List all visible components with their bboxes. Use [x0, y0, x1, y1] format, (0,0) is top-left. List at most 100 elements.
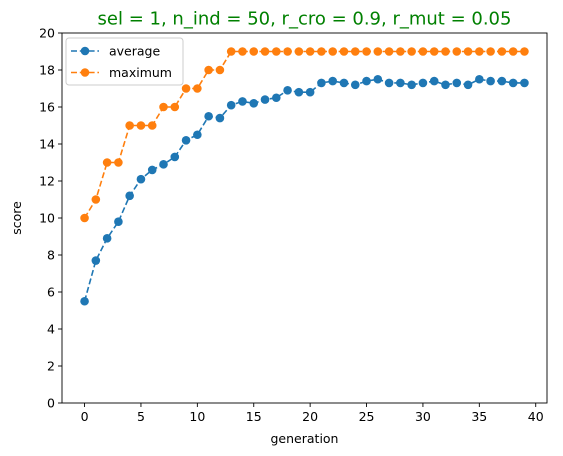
data-point-average [226, 100, 236, 110]
data-point-average [339, 78, 349, 88]
data-point-average [452, 78, 462, 88]
x-tick-label: 0 [81, 409, 89, 424]
data-point-average [260, 95, 270, 104]
data-point-maximum [497, 47, 507, 56]
y-tick-label: 2 [47, 359, 55, 374]
data-point-maximum [339, 47, 349, 56]
legend-box [65, 37, 184, 86]
data-point-average [136, 174, 146, 184]
y-tick-label: 18 [39, 63, 55, 78]
y-tick-label: 20 [39, 26, 55, 41]
x-tick-label: 15 [246, 409, 262, 424]
legend: average maximum [65, 37, 184, 86]
data-point-maximum [204, 65, 213, 75]
data-point-average [238, 97, 247, 106]
data-point-average [170, 152, 180, 162]
data-point-maximum [418, 47, 428, 56]
y-tick-label: 12 [39, 174, 55, 189]
data-point-maximum [475, 47, 484, 56]
data-point-maximum [226, 47, 236, 56]
data-point-maximum [215, 65, 225, 75]
data-point-maximum [362, 47, 371, 56]
x-tick-label: 40 [528, 409, 544, 424]
data-point-maximum [102, 158, 112, 167]
y-tick-label: 16 [39, 100, 55, 115]
data-point-maximum [260, 47, 270, 56]
data-point-average [429, 76, 439, 86]
data-point-maximum [114, 158, 123, 167]
data-point-average [249, 99, 259, 108]
data-point-average [204, 111, 213, 121]
data-point-maximum [407, 47, 416, 56]
data-point-maximum [272, 47, 281, 56]
data-point-maximum [508, 47, 518, 56]
data-point-maximum [249, 47, 259, 56]
y-tick-label: 8 [47, 248, 55, 263]
data-point-maximum [384, 47, 394, 56]
data-point-average [328, 76, 338, 86]
data-point-average [508, 78, 518, 88]
data-point-maximum [520, 47, 529, 56]
data-point-maximum [294, 47, 304, 56]
data-point-average [102, 234, 112, 243]
x-tick-label: 20 [302, 409, 318, 424]
y-tick-label: 10 [39, 211, 55, 226]
data-point-average [418, 78, 428, 88]
data-point-maximum [429, 47, 439, 56]
data-point-average [475, 74, 484, 84]
y-axis-label: score [9, 201, 24, 235]
data-point-average [80, 296, 89, 306]
data-point-average [362, 76, 371, 86]
data-point-maximum [193, 84, 202, 93]
data-point-average [396, 78, 405, 88]
data-point-average [520, 78, 529, 88]
x-axis-label: generation [271, 431, 339, 446]
data-point-average [305, 87, 315, 97]
data-point-average [91, 256, 101, 265]
data-point-maximum [91, 195, 101, 204]
data-point-average [350, 80, 360, 90]
data-point-maximum [159, 102, 168, 112]
data-point-maximum [136, 121, 146, 130]
data-point-average [486, 76, 495, 86]
data-point-maximum [305, 47, 315, 56]
y-tick-label: 4 [47, 322, 55, 337]
legend-marker-average [80, 46, 90, 56]
x-tick-label: 30 [415, 409, 431, 424]
data-point-maximum [170, 102, 180, 112]
series-line-average [83, 78, 525, 302]
data-point-average [114, 217, 123, 226]
x-tick-label: 35 [471, 409, 487, 424]
data-point-average [159, 160, 168, 169]
data-point-maximum [181, 84, 191, 93]
data-point-average [407, 80, 416, 90]
data-point-maximum [147, 121, 157, 130]
data-point-maximum [238, 47, 247, 56]
data-point-average [317, 78, 326, 88]
x-tick-label: 5 [137, 409, 145, 424]
data-point-average [193, 130, 202, 140]
data-point-average [294, 87, 304, 97]
data-point-maximum [452, 47, 462, 56]
data-point-maximum [486, 47, 495, 56]
data-point-maximum [317, 47, 326, 56]
data-point-average [441, 80, 450, 90]
x-tick-label: 25 [359, 409, 375, 424]
data-point-maximum [350, 47, 360, 56]
legend-label-maximum: maximum [109, 65, 172, 80]
data-point-maximum [396, 47, 405, 56]
data-point-maximum [328, 47, 338, 56]
axes: 0 5 10 15 20 25 30 35 40 0 2 4 6 8 10 12 14 16 18 20 [39, 26, 548, 424]
y-tick-label: 0 [47, 396, 55, 411]
data-point-maximum [441, 47, 450, 56]
data-point-average [497, 76, 507, 86]
series-line-maximum [83, 50, 525, 219]
y-tick-label: 14 [39, 137, 55, 152]
data-point-maximum [125, 121, 134, 130]
data-point-maximum [80, 213, 89, 223]
data-point-maximum [373, 47, 383, 56]
data-point-maximum [463, 47, 473, 56]
legend-marker-maximum [80, 68, 90, 77]
data-point-maximum [283, 47, 292, 56]
